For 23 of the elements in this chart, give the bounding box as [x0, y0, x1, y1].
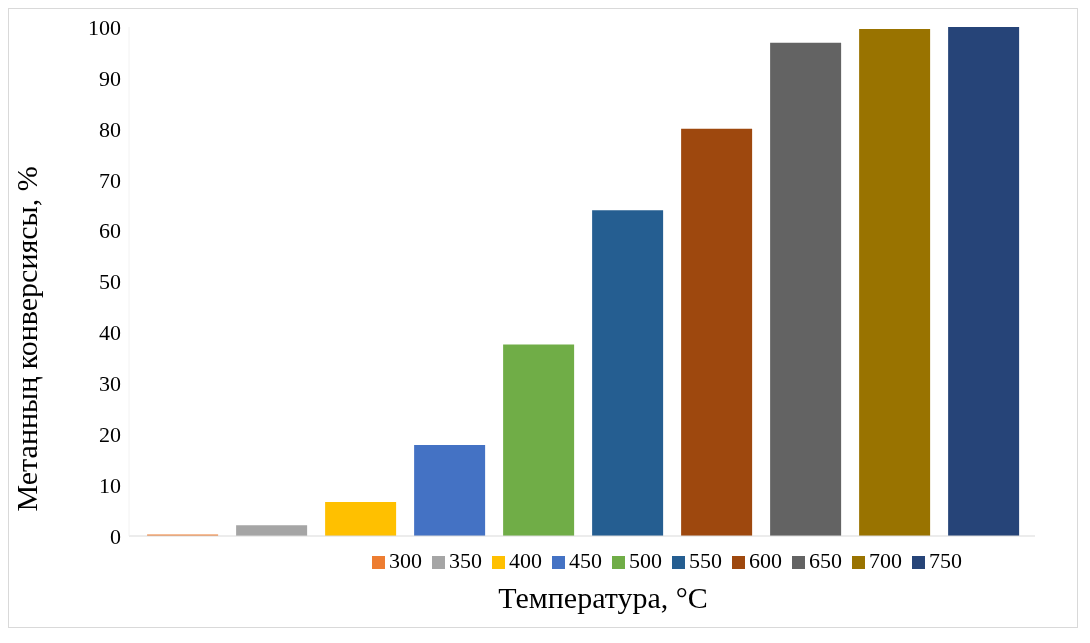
y-tick-label: 10 — [99, 472, 121, 498]
legend-label: 400 — [509, 548, 542, 573]
legend-label: 650 — [809, 548, 842, 573]
y-tick-label: 70 — [99, 167, 121, 193]
y-tick-label: 0 — [110, 523, 121, 549]
y-tick-label: 80 — [99, 116, 121, 142]
y-tick-label: 30 — [99, 371, 121, 397]
legend-label: 300 — [389, 548, 422, 573]
legend-label: 350 — [449, 548, 482, 573]
legend-label: 700 — [869, 548, 902, 573]
legend-label: 500 — [629, 548, 662, 573]
y-tick-label: 90 — [99, 65, 121, 91]
y-tick-label: 50 — [99, 269, 121, 295]
legend-label: 750 — [929, 548, 962, 573]
y-tick-label: 40 — [99, 320, 121, 346]
x-axis-title: Температура, °C — [497, 581, 709, 615]
legend-label: 600 — [749, 548, 782, 573]
y-tick-label: 100 — [88, 14, 121, 40]
y-axis-title: Метанның конверсиясы, % — [9, 166, 43, 512]
legend-label: 450 — [569, 548, 602, 573]
y-tick-label: 60 — [99, 218, 121, 244]
legend-label: 550 — [689, 548, 722, 573]
y-tick-label: 20 — [99, 422, 121, 448]
